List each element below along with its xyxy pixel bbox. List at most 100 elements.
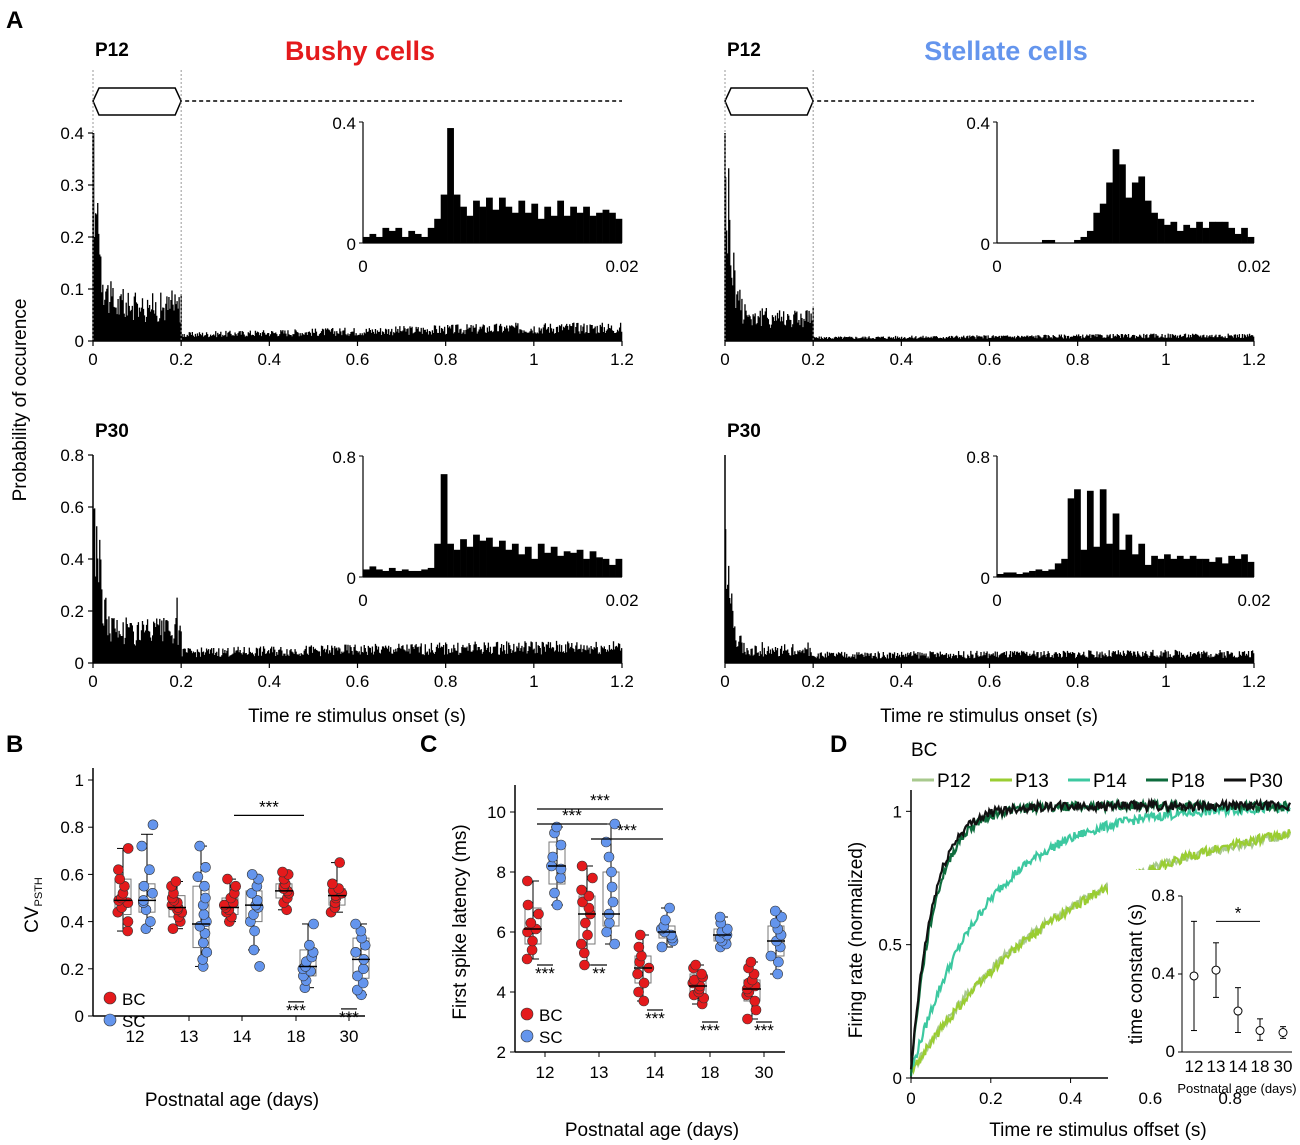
inset-bar bbox=[1125, 197, 1133, 244]
inset-bar bbox=[414, 570, 422, 577]
x-tick-label: 0.8 bbox=[434, 350, 458, 369]
postnatal-x-label: Postnatal age (days) bbox=[565, 1120, 739, 1141]
inset-bar bbox=[486, 537, 493, 577]
inset-background bbox=[1108, 870, 1293, 1085]
sc-point bbox=[200, 892, 211, 904]
age-label: P30 bbox=[95, 421, 129, 442]
sc-point bbox=[603, 851, 615, 863]
inset-x-tick-label: 0 bbox=[992, 591, 1001, 610]
inset-bar bbox=[1093, 212, 1101, 243]
inset-bar bbox=[473, 534, 480, 577]
inset-bar bbox=[395, 570, 403, 577]
inset-y-tick-label: 0 bbox=[347, 569, 356, 588]
bc-point bbox=[167, 923, 179, 935]
inset-bar bbox=[570, 206, 577, 243]
sc-point bbox=[308, 918, 319, 930]
sc-point bbox=[773, 956, 784, 968]
sc-point bbox=[352, 970, 363, 982]
legend-bc-marker bbox=[520, 1007, 534, 1021]
inset-bar bbox=[1176, 230, 1184, 243]
bc-point bbox=[122, 843, 134, 854]
bc-point bbox=[222, 873, 233, 885]
inset-bar bbox=[492, 209, 500, 243]
inset-bar bbox=[1144, 200, 1152, 243]
x-tick-label: 1.2 bbox=[1242, 672, 1266, 691]
sc-point bbox=[765, 950, 777, 962]
age-label: P30 bbox=[727, 421, 761, 442]
inset-bar bbox=[609, 212, 616, 243]
legend-bc-label: BC bbox=[539, 1006, 563, 1025]
inset-bar bbox=[1215, 557, 1223, 577]
bc-point bbox=[527, 935, 538, 947]
fr-x-label: Time re stimulus offset (s) bbox=[989, 1120, 1207, 1141]
x-tick-label: 0.4 bbox=[890, 350, 914, 369]
y-tick-label: 0.2 bbox=[60, 960, 84, 979]
sc-point bbox=[144, 864, 155, 876]
tau-y-label: time constant (s) bbox=[1126, 904, 1147, 1044]
x-tick-label: 0.2 bbox=[169, 672, 193, 691]
sc-point bbox=[607, 896, 619, 908]
bc-point bbox=[583, 890, 595, 902]
x-tick-label: 0.4 bbox=[1059, 1089, 1083, 1108]
inset-bar bbox=[498, 540, 506, 577]
cv-y-label: CVPSTH bbox=[22, 877, 45, 933]
psth-bars bbox=[93, 508, 623, 663]
inset-bar bbox=[524, 546, 532, 577]
inset-x-tick-label: 13 bbox=[1207, 1057, 1226, 1076]
inset-bar bbox=[550, 546, 558, 577]
inset-bar bbox=[492, 546, 500, 577]
inset-y-tick-label: 0 bbox=[981, 235, 990, 254]
sc-point bbox=[609, 818, 621, 830]
sc-point bbox=[664, 902, 675, 914]
inset-bar bbox=[589, 215, 597, 243]
inset-bar bbox=[1247, 236, 1255, 243]
inset-x-tick-label: 0.02 bbox=[1237, 591, 1270, 610]
inset-bar bbox=[576, 549, 584, 577]
sc-point bbox=[136, 840, 148, 852]
sc-point bbox=[192, 871, 204, 883]
inset-bar bbox=[1209, 221, 1216, 243]
inset-bar bbox=[434, 218, 441, 243]
bc-point bbox=[633, 986, 644, 998]
sc-point bbox=[138, 880, 150, 892]
panel-label-a: A bbox=[6, 7, 23, 34]
age-label: P12 bbox=[727, 40, 761, 61]
legend-sc-label: SC bbox=[539, 1028, 563, 1047]
y-tick-label: 1 bbox=[75, 771, 84, 790]
inset-bar bbox=[1221, 221, 1229, 243]
inset-x-tick-label: 0.02 bbox=[605, 257, 638, 276]
inset-bar bbox=[511, 212, 519, 243]
sc-point bbox=[254, 961, 265, 972]
inset-bar bbox=[557, 200, 565, 243]
significance-stars: *** bbox=[286, 1001, 306, 1020]
sc-point bbox=[200, 861, 211, 873]
x-tick-label: 1.2 bbox=[1242, 350, 1266, 369]
inset-bar bbox=[1196, 221, 1203, 243]
inset-bar bbox=[583, 558, 590, 577]
sc-point bbox=[304, 939, 315, 951]
legend-label: P12 bbox=[937, 771, 971, 792]
x-tick-label: 1 bbox=[529, 350, 538, 369]
inset-bar bbox=[589, 551, 597, 577]
inset-bar bbox=[473, 200, 480, 243]
fr-line-p14 bbox=[909, 800, 1291, 1075]
y-tick-label: 0 bbox=[75, 1007, 84, 1026]
inset-bar bbox=[1202, 227, 1210, 244]
psth-bars bbox=[725, 168, 1255, 341]
inset-bar bbox=[1022, 572, 1030, 577]
inset-bar bbox=[1183, 224, 1191, 243]
inset-bar bbox=[1138, 543, 1146, 577]
inset-bar bbox=[997, 573, 1004, 577]
inset-x-tick-label: 12 bbox=[1185, 1057, 1204, 1076]
inset-y-tick-label: 0 bbox=[1166, 1042, 1175, 1061]
bc-point bbox=[526, 944, 538, 956]
inset-bar bbox=[1144, 564, 1152, 577]
bc-point bbox=[522, 899, 534, 911]
sc-point bbox=[147, 819, 159, 831]
x-tick-label: 0.2 bbox=[979, 1089, 1003, 1108]
bc-point bbox=[696, 968, 707, 980]
sc-point bbox=[714, 911, 726, 923]
inset-bar bbox=[408, 230, 416, 243]
inset-bar bbox=[544, 206, 552, 243]
inset-bar bbox=[537, 543, 545, 577]
